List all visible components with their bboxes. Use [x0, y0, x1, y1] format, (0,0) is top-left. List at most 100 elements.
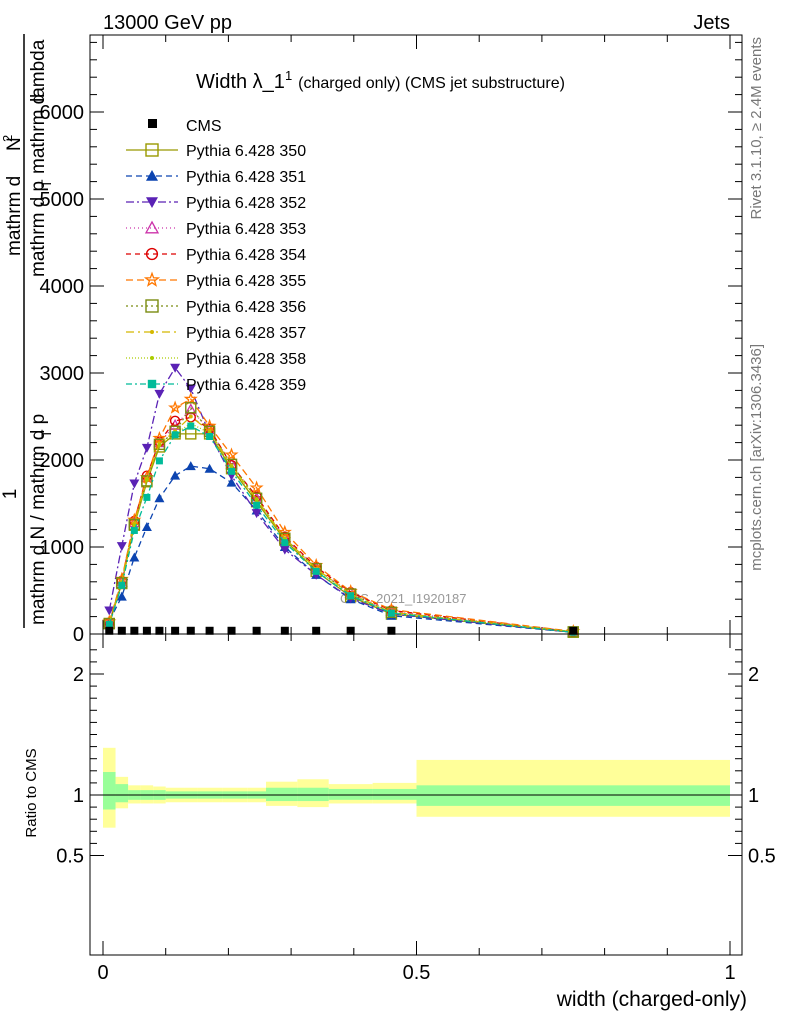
series-point [224, 447, 239, 461]
ratio-x-axis: 0 0.5 1 [97, 634, 736, 984]
ratio-band-inner [328, 788, 373, 800]
series-point [385, 606, 398, 618]
header-jets: Jets [693, 12, 730, 34]
legend-marker [150, 356, 154, 360]
series-point [104, 606, 115, 616]
legend-entry-2: Pythia 6.428 351 [126, 169, 306, 186]
series-point [105, 620, 113, 628]
series-point [141, 521, 152, 531]
ratio-y-axis: 0.5 0.5 1 1 2 2 [56, 649, 776, 868]
series-point [226, 477, 237, 487]
data-point [569, 626, 578, 635]
legend-label: Pythia 6.428 354 [186, 247, 306, 264]
series-point [154, 493, 165, 503]
series-point [277, 524, 292, 539]
ratio-band-inner [297, 787, 329, 802]
legend-label: Pythia 6.428 357 [186, 325, 306, 342]
legend-entry-1: Pythia 6.428 350 [126, 143, 306, 160]
series-point [152, 430, 167, 445]
series-point [251, 509, 262, 519]
legend: CMS Pythia 6.428 350 Pythia 6.428 351 Pythi… [126, 118, 306, 394]
series-point [254, 498, 259, 503]
ratio-ylabel: Ratio to CMS [23, 748, 40, 837]
ylabel-numerator-lambda: lambda [28, 39, 49, 102]
y-tick-label-main: 3000 [40, 363, 85, 385]
cms-data-group [105, 626, 578, 635]
ylabel-sub-T: T [38, 429, 54, 438]
ratio-band-inner [115, 784, 129, 803]
ratio-band-inner [372, 788, 417, 800]
x-tick-label: 0 [97, 962, 108, 984]
plot-title: Width λ_11 (charged only) (CMS jet substr… [196, 68, 565, 93]
series-point [143, 493, 151, 501]
series-point [129, 479, 140, 489]
series-1 [103, 428, 579, 638]
series-point [157, 443, 162, 448]
series-point [118, 581, 126, 589]
series-point [170, 363, 181, 373]
data-point [227, 626, 236, 635]
series-point [116, 591, 127, 601]
ratio-band-inner [266, 787, 298, 802]
series-point [279, 545, 290, 555]
ylabel-numerator-N: N [4, 137, 25, 151]
series-point [249, 480, 264, 494]
series-point [168, 400, 183, 414]
ratio-y-tick-label-right: 0.5 [748, 846, 776, 868]
legend-entry-8: Pythia 6.428 357 [126, 325, 306, 342]
ylabel-one: 1 [0, 489, 21, 500]
series-point [387, 609, 395, 617]
ratio-y-tick-label: 2 [73, 664, 84, 686]
xlabel: width (charged-only) [556, 988, 747, 1011]
series-point [129, 552, 140, 562]
legend-label: Pythia 6.428 356 [186, 299, 306, 316]
data-point [280, 626, 289, 635]
series-point [188, 414, 193, 419]
legend-label: Pythia 6.428 350 [186, 143, 306, 160]
ratio-y-tick-label: 0.5 [56, 846, 84, 868]
series-point [116, 542, 127, 552]
ylabel-numerator-dp: mathrm d p [28, 181, 49, 277]
ylabel-numerator-dlambda: mathrm d [28, 94, 49, 174]
legend-entry-10: Pythia 6.428 359 [126, 377, 306, 394]
series-point [171, 431, 179, 439]
plot-title-main: Width λ_1 [196, 71, 285, 93]
legend-marker [145, 299, 159, 313]
series-point [253, 501, 261, 509]
legend-label: Pythia 6.428 353 [186, 221, 306, 238]
y-tick-label-main: 2000 [40, 450, 85, 472]
legend-label: Pythia 6.428 355 [186, 273, 306, 290]
series-point [155, 457, 163, 465]
legend-label: Pythia 6.428 358 [186, 351, 306, 368]
y-tick-label-main: 5000 [40, 189, 85, 211]
legend-entry-3: Pythia 6.428 352 [126, 195, 306, 212]
y-tick-label-main: 1000 [40, 537, 85, 559]
legend-entry-9: Pythia 6.428 358 [126, 351, 306, 368]
series-point [185, 384, 196, 394]
legend-marker [147, 379, 157, 389]
legend-label: Pythia 6.428 351 [186, 169, 306, 186]
legend-marker [150, 330, 154, 334]
series-line [108, 422, 574, 633]
ratio-y-tick-label: 1 [73, 785, 84, 807]
legend-entry-7: Pythia 6.428 356 [126, 299, 306, 316]
legend-marker [144, 220, 160, 234]
series-point [204, 463, 215, 473]
series-point [185, 461, 196, 471]
series-point [154, 389, 165, 399]
x-tick-label: 1 [724, 962, 735, 984]
y-tick-label-main: 4000 [40, 276, 85, 298]
main-ylabel: 1 mathrm d N / mathrm d p T mathrm d N m… [0, 39, 54, 625]
legend-marker [146, 197, 158, 208]
ratio-band-inner [103, 772, 116, 810]
series-point [144, 478, 149, 483]
ylabel-sup-2: 2 [0, 135, 15, 142]
data-point [186, 626, 195, 635]
legend-entry-6: Pythia 6.428 355 [126, 271, 306, 290]
series-10 [105, 422, 577, 636]
legend-marker-cms [148, 119, 157, 128]
data-point [117, 626, 126, 635]
series-point [185, 402, 197, 414]
series-point [130, 526, 138, 534]
main-y-axis: 0 1000 2000 3000 4000 5000 6000 [40, 41, 742, 646]
